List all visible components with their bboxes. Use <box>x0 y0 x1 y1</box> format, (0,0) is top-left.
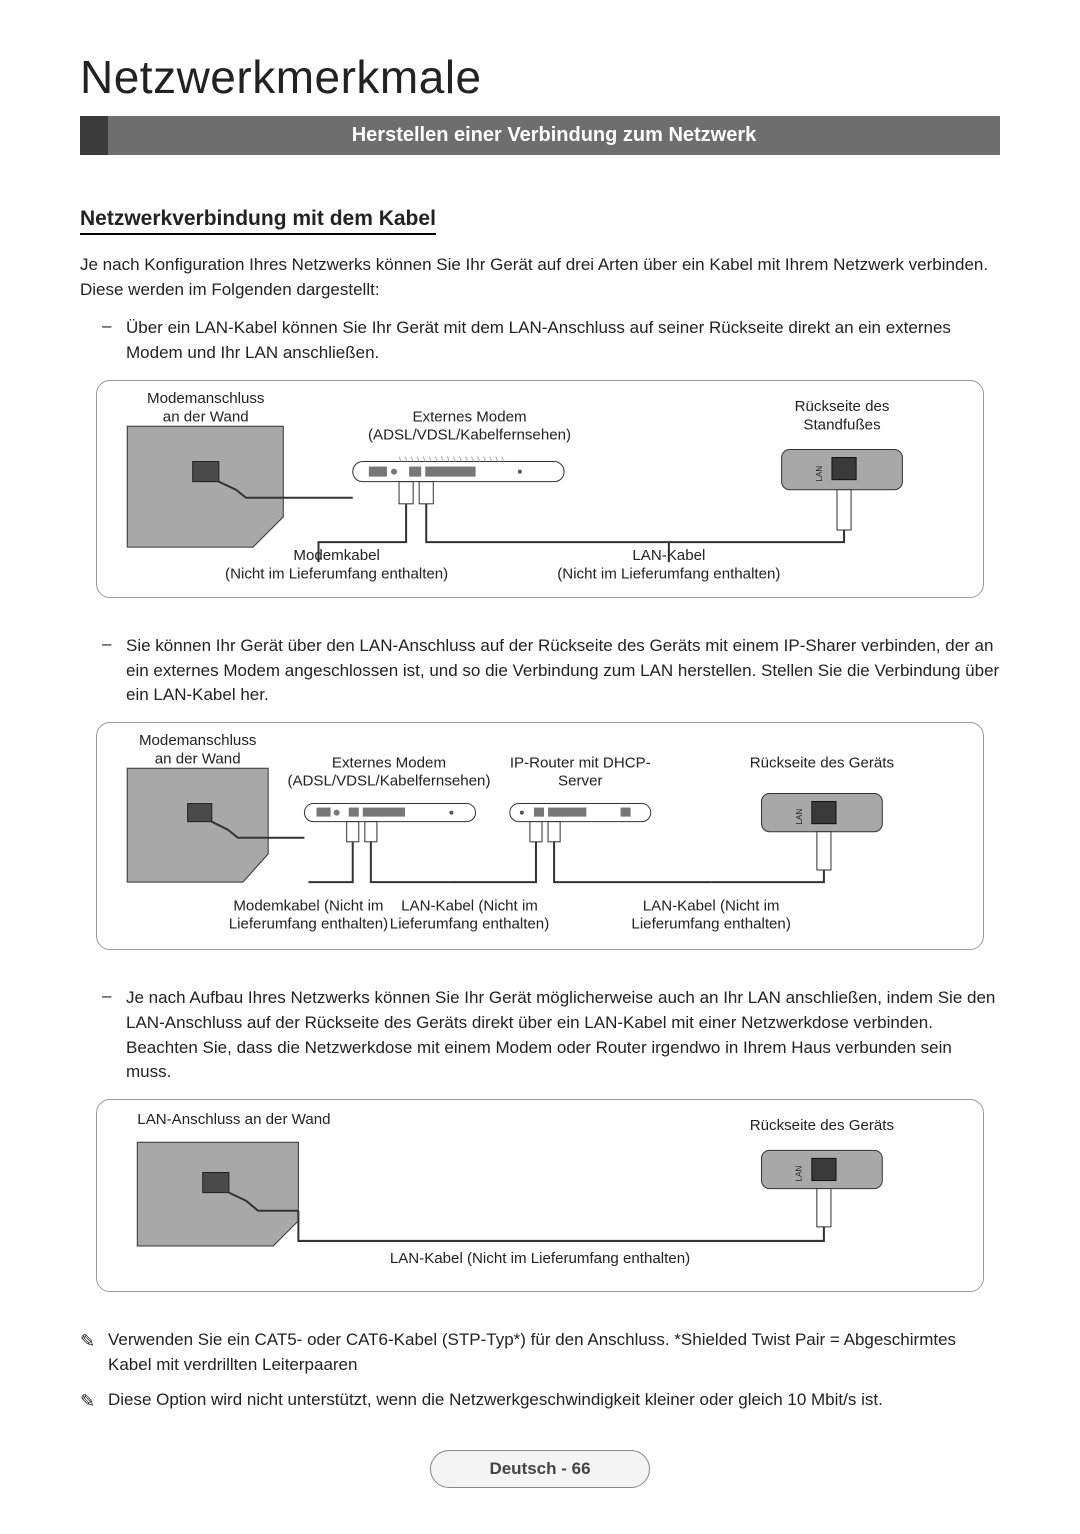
label-wall-l2: an der Wand <box>163 408 249 425</box>
section-heading-bar: Herstellen einer Verbindung zum Netzwerk <box>80 116 1000 155</box>
note-icon: ✎ <box>80 1328 108 1377</box>
label-cable1-l2: Lieferumfang enthalten) <box>229 915 388 932</box>
bullet-item: – Sie können Ihr Gerät über den LAN-Ansc… <box>102 634 1000 708</box>
bullet-item: – Je nach Aufbau Ihres Netzwerks können … <box>102 986 1000 1085</box>
page-footer: Deutsch - 66 <box>430 1450 650 1488</box>
note-icon: ✎ <box>80 1388 108 1414</box>
diagram-modem-router: Modemanschluss an der Wand Externes Mode… <box>96 722 984 951</box>
note-item: ✎ Diese Option wird nicht unterstützt, w… <box>80 1388 1000 1414</box>
label-cable2-l2: (Nicht im Lieferumfang enthalten) <box>557 565 780 582</box>
lan-port-text: LAN <box>815 465 824 481</box>
bullet-text: Sie können Ihr Gerät über den LAN-Anschl… <box>126 634 1000 708</box>
page-title: Netzwerkmerkmale <box>80 50 1000 104</box>
label-cable2-l1: LAN-Kabel <box>632 547 705 564</box>
lan-port-text: LAN <box>795 1166 804 1182</box>
lan-port-text: LAN <box>795 809 804 825</box>
label-cable-l1: LAN-Kabel (Nicht im Lieferumfang enthalt… <box>390 1250 690 1267</box>
label-wall-l1: Modemanschluss <box>139 732 256 749</box>
label-device-l1: Rückseite des Geräts <box>750 754 894 771</box>
label-cable1-l1: Modemkabel (Nicht im <box>233 897 383 914</box>
bullet-dash-icon: – <box>102 634 126 708</box>
diagram-svg: LAN-Anschluss an der Wand LAN Rückseite … <box>97 1100 983 1291</box>
bullet-text: Über ein LAN-Kabel können Sie Ihr Gerät … <box>126 316 1000 365</box>
label-router-l2: Server <box>558 772 602 789</box>
intro-paragraph: Je nach Konfiguration Ihres Netzwerks kö… <box>80 253 1000 302</box>
diagram-wall-direct: LAN-Anschluss an der Wand LAN Rückseite … <box>96 1099 984 1292</box>
diagram-svg: Modemanschluss an der Wand Externes Mode… <box>97 723 983 950</box>
label-device-l2: Standfußes <box>803 416 880 433</box>
bullet-text: Je nach Aufbau Ihres Netzwerks können Si… <box>126 986 1000 1085</box>
label-modem-l1: Externes Modem <box>332 754 446 771</box>
label-cable3-l1: LAN-Kabel (Nicht im <box>643 897 780 914</box>
label-modem-l2: (ADSL/VDSL/Kabelfernsehen) <box>368 426 571 443</box>
label-modem-l2: (ADSL/VDSL/Kabelfernsehen) <box>287 772 490 789</box>
label-cable1-l2: (Nicht im Lieferumfang enthalten) <box>225 565 448 582</box>
label-modem-l1: Externes Modem <box>412 408 526 425</box>
label-router-l1: IP-Router mit DHCP- <box>510 754 651 771</box>
bullet-item: – Über ein LAN-Kabel können Sie Ihr Gerä… <box>102 316 1000 365</box>
label-wall: LAN-Anschluss an der Wand <box>137 1111 330 1128</box>
subheading: Netzwerkverbindung mit dem Kabel <box>80 207 436 235</box>
bullet-dash-icon: – <box>102 316 126 365</box>
diagram-modem-direct: Modemanschluss an der Wand Externes Mode… <box>96 380 984 598</box>
bullet-dash-icon: – <box>102 986 126 1085</box>
label-cable2-l2: Lieferumfang enthalten) <box>390 915 549 932</box>
note-item: ✎ Verwenden Sie ein CAT5- oder CAT6-Kabe… <box>80 1328 1000 1377</box>
label-wall-l2: an der Wand <box>155 750 241 767</box>
label-cable1-l1: Modemkabel <box>293 547 379 564</box>
label-wall-l1: Modemanschluss <box>147 390 264 407</box>
note-text: Verwenden Sie ein CAT5- oder CAT6-Kabel … <box>108 1328 1000 1377</box>
note-text: Diese Option wird nicht unterstützt, wen… <box>108 1388 883 1414</box>
label-cable2-l1: LAN-Kabel (Nicht im <box>401 897 538 914</box>
diagram-svg: Modemanschluss an der Wand Externes Mode… <box>97 381 983 597</box>
label-device-l1: Rückseite des <box>795 398 890 415</box>
label-device-l1: Rückseite des Geräts <box>750 1117 894 1134</box>
label-cable3-l2: Lieferumfang enthalten) <box>631 915 790 932</box>
